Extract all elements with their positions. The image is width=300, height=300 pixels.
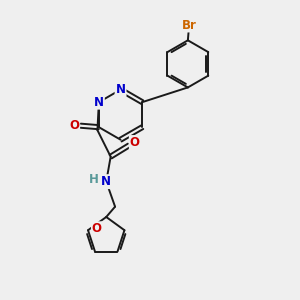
Text: H: H [89, 173, 99, 186]
Text: N: N [94, 96, 104, 109]
Text: N: N [116, 83, 126, 96]
Text: O: O [69, 119, 79, 132]
Text: N: N [101, 175, 111, 188]
Text: Br: Br [182, 19, 197, 32]
Text: O: O [92, 222, 102, 235]
Text: O: O [130, 136, 140, 149]
